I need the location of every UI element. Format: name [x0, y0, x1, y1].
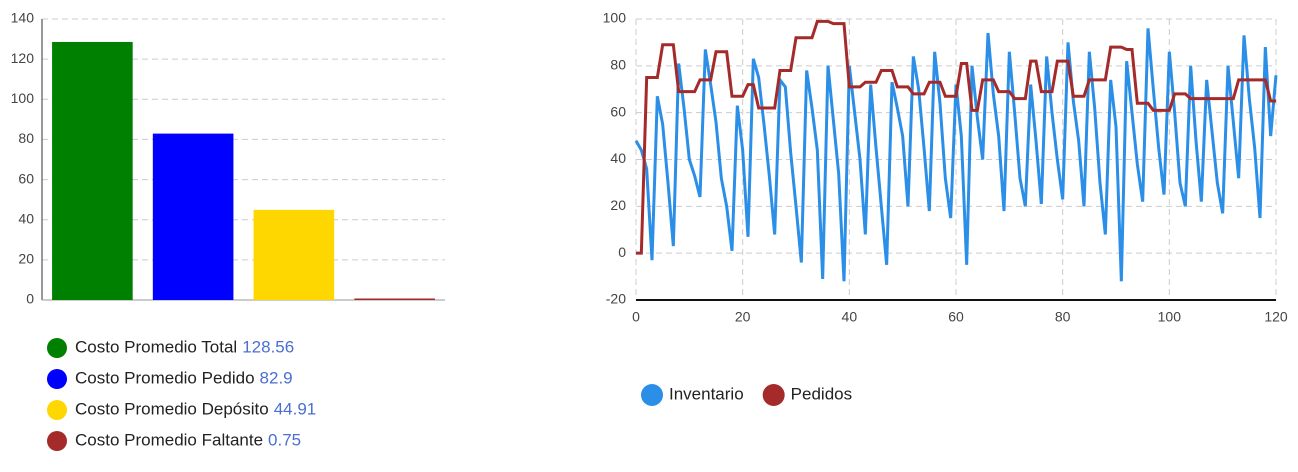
x-tick-label: 20: [735, 309, 751, 325]
y-tick-label: 0: [618, 244, 626, 260]
x-tick-label: 0: [632, 309, 640, 325]
value-label: 0.75: [268, 430, 301, 449]
legend-swatch: [641, 384, 663, 406]
y-tick-label: 60: [610, 103, 626, 119]
y-tick-label: 20: [18, 251, 34, 267]
y-tick-label: 100: [11, 90, 35, 106]
legend-swatch: [47, 338, 67, 358]
data-line: [634, 28, 1278, 282]
bar: [52, 41, 133, 300]
legend-swatch: [47, 369, 67, 389]
legend-swatch: [47, 431, 67, 451]
x-tick-label: 40: [842, 309, 858, 325]
value-label: 44.91: [274, 399, 317, 418]
y-tick-label: 100: [603, 10, 627, 26]
legend-label: Costo Promedio Depósito: [75, 399, 269, 418]
legend-label: Costo Promedio Total: [75, 337, 237, 356]
y-tick-label: 120: [11, 50, 35, 66]
legend-label: Inventario: [669, 384, 744, 403]
legend-swatch: [762, 384, 785, 406]
y-tick-label: 80: [18, 130, 34, 146]
x-tick-label: 120: [1264, 309, 1288, 325]
y-tick-label: 0: [26, 291, 34, 307]
data-line: [636, 19, 1276, 255]
y-tick-label: 40: [18, 210, 34, 226]
bar: [354, 298, 435, 300]
legend-label: Costo Promedio Faltante: [75, 430, 263, 449]
y-tick-label: 140: [11, 10, 35, 26]
y-tick-label: 40: [610, 150, 626, 166]
value-label: 128.56: [242, 337, 294, 356]
legend-label: Costo Promedio Pedido: [75, 368, 255, 387]
x-tick-label: 80: [1055, 309, 1071, 325]
x-tick-label: 100: [1158, 309, 1182, 325]
legend-swatch: [47, 400, 67, 420]
y-tick-label: -20: [606, 291, 626, 307]
y-tick-label: 20: [610, 197, 626, 213]
legend-label: Pedidos: [791, 384, 852, 403]
x-tick-label: 60: [948, 309, 964, 325]
bar: [152, 133, 234, 300]
bar: [253, 209, 335, 300]
y-tick-label: 60: [18, 170, 34, 186]
value-label: 82.9: [260, 368, 293, 387]
y-tick-label: 80: [610, 57, 626, 73]
